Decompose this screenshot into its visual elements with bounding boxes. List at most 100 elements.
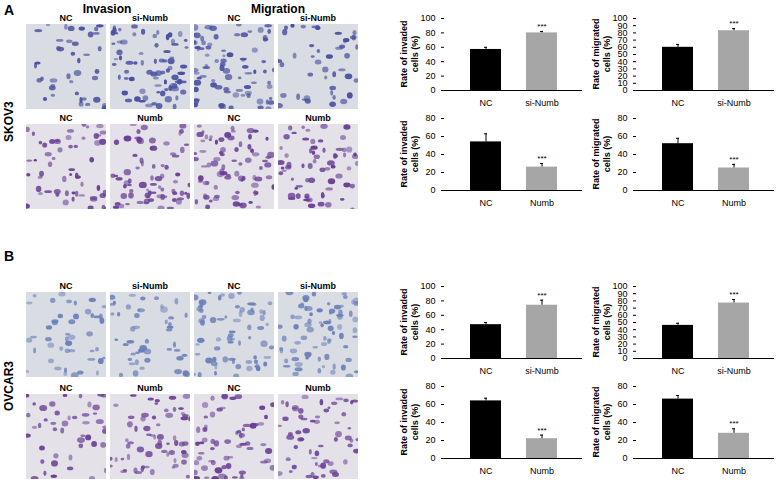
svg-text:80: 80 [617,27,628,38]
svg-text:Numb: Numb [722,198,746,208]
html-text:Rate of migrated cells (%): Rate of migrated cells (%) [591,286,612,358]
html-text:NC: NC [59,113,73,123]
svg-text:Numb: Numb [530,198,554,208]
svg-text:80: 80 [425,381,435,391]
svg-text:60: 60 [617,131,627,141]
svg-text:Numb: Numb [530,466,554,476]
svg-text:80: 80 [425,296,435,306]
svg-text:50: 50 [617,49,628,60]
svg-text:90: 90 [617,20,628,31]
svg-text:20: 20 [617,435,627,445]
svg-text:100: 100 [420,281,435,291]
html-text:Invasion: Invasion [82,2,132,16]
svg-text:NC: NC [480,366,493,376]
svg-text:0: 0 [430,353,435,363]
svg-text:0: 0 [622,453,627,463]
svg-text:si-Numb: si-Numb [717,98,751,108]
html-text:si-Numb: si-Numb [300,13,336,23]
svg-text:40: 40 [425,149,435,159]
svg-text:60: 60 [617,42,628,53]
svg-text:40: 40 [617,417,627,427]
svg-text:***: *** [537,426,546,435]
svg-text:***: *** [537,291,546,300]
svg-text:si-Numb: si-Numb [525,366,559,376]
svg-text:100: 100 [420,13,435,23]
svg-text:80: 80 [617,113,627,123]
html-text:si-Numb: si-Numb [132,13,168,23]
svg-text:NC: NC [480,466,493,476]
svg-text:30: 30 [617,63,628,74]
svg-text:NC: NC [672,366,685,376]
html-text:NC: NC [227,13,241,23]
svg-text:10: 10 [617,78,628,89]
html-text:si-Numb: si-Numb [132,281,168,291]
svg-text:40: 40 [425,417,435,427]
svg-text:NC: NC [672,98,685,108]
html-text:Rate of invaded cells (%): Rate of invaded cells (%) [399,288,420,356]
svg-text:60: 60 [425,399,435,409]
svg-text:30: 30 [617,331,628,342]
svg-text:0: 0 [430,453,435,463]
svg-text:0: 0 [622,185,627,195]
html-text:Rate of migrated cells (%): Rate of migrated cells (%) [591,118,612,190]
svg-text:20: 20 [425,435,435,445]
html-text:Rate of migrated cells (%): Rate of migrated cells (%) [591,386,612,458]
svg-text:Numb: Numb [722,466,746,476]
html-text:SKOV3: SKOV3 [2,100,16,142]
svg-text:40: 40 [617,149,627,159]
svg-text:60: 60 [425,310,435,320]
svg-text:60: 60 [617,310,628,321]
svg-text:80: 80 [425,28,435,38]
svg-text:si-Numb: si-Numb [525,98,559,108]
svg-text:***: *** [729,155,738,164]
html-text:si-Numb: si-Numb [300,281,336,291]
svg-text:***: *** [537,22,546,31]
svg-text:20: 20 [425,339,435,349]
svg-text:60: 60 [425,42,435,52]
svg-text:20: 20 [425,71,435,81]
svg-text:0: 0 [430,85,435,95]
svg-text:10: 10 [617,346,628,357]
svg-text:80: 80 [617,295,628,306]
html-text:NC: NC [227,113,241,123]
html-text:Rate of invaded cells (%): Rate of invaded cells (%) [399,20,420,88]
html-text:NC: NC [59,281,73,291]
svg-text:40: 40 [425,57,435,67]
svg-text:60: 60 [617,399,627,409]
html-text:Numb: Numb [137,113,163,123]
html-text:NC: NC [59,383,73,393]
html-text:A: A [4,2,15,18]
svg-text:40: 40 [425,325,435,335]
svg-text:NC: NC [480,198,493,208]
svg-text:50: 50 [617,317,628,328]
svg-text:20: 20 [617,167,627,177]
svg-text:0: 0 [430,185,435,195]
html-text:NC: NC [59,13,73,23]
html-text:Rate of invaded cells (%): Rate of invaded cells (%) [399,388,420,456]
svg-text:80: 80 [425,113,435,123]
svg-text:NC: NC [672,198,685,208]
svg-text:NC: NC [480,98,493,108]
html-text:Numb: Numb [137,383,163,393]
html-text:Rate of migrated cells (%): Rate of migrated cells (%) [591,18,612,90]
svg-text:***: *** [537,154,546,163]
html-text:OVCAR3: OVCAR3 [2,360,16,411]
svg-text:80: 80 [617,381,627,391]
svg-text:***: *** [729,290,738,299]
svg-text:***: *** [729,19,738,28]
svg-text:100: 100 [612,281,627,291]
html-text:Numb: Numb [305,113,331,123]
svg-text:60: 60 [425,131,435,141]
svg-text:40: 40 [617,56,628,67]
html-text:NC: NC [227,281,241,291]
svg-text:si-Numb: si-Numb [717,366,751,376]
html-text:Rate of invaded cells (%): Rate of invaded cells (%) [399,120,420,188]
svg-text:90: 90 [617,288,628,299]
html-text:Migration: Migration [251,2,305,16]
svg-text:NC: NC [672,466,685,476]
html-text:B: B [4,248,15,264]
svg-text:100: 100 [612,13,627,23]
svg-text:***: *** [729,419,738,428]
svg-text:20: 20 [425,167,435,177]
svg-text:40: 40 [617,324,628,335]
